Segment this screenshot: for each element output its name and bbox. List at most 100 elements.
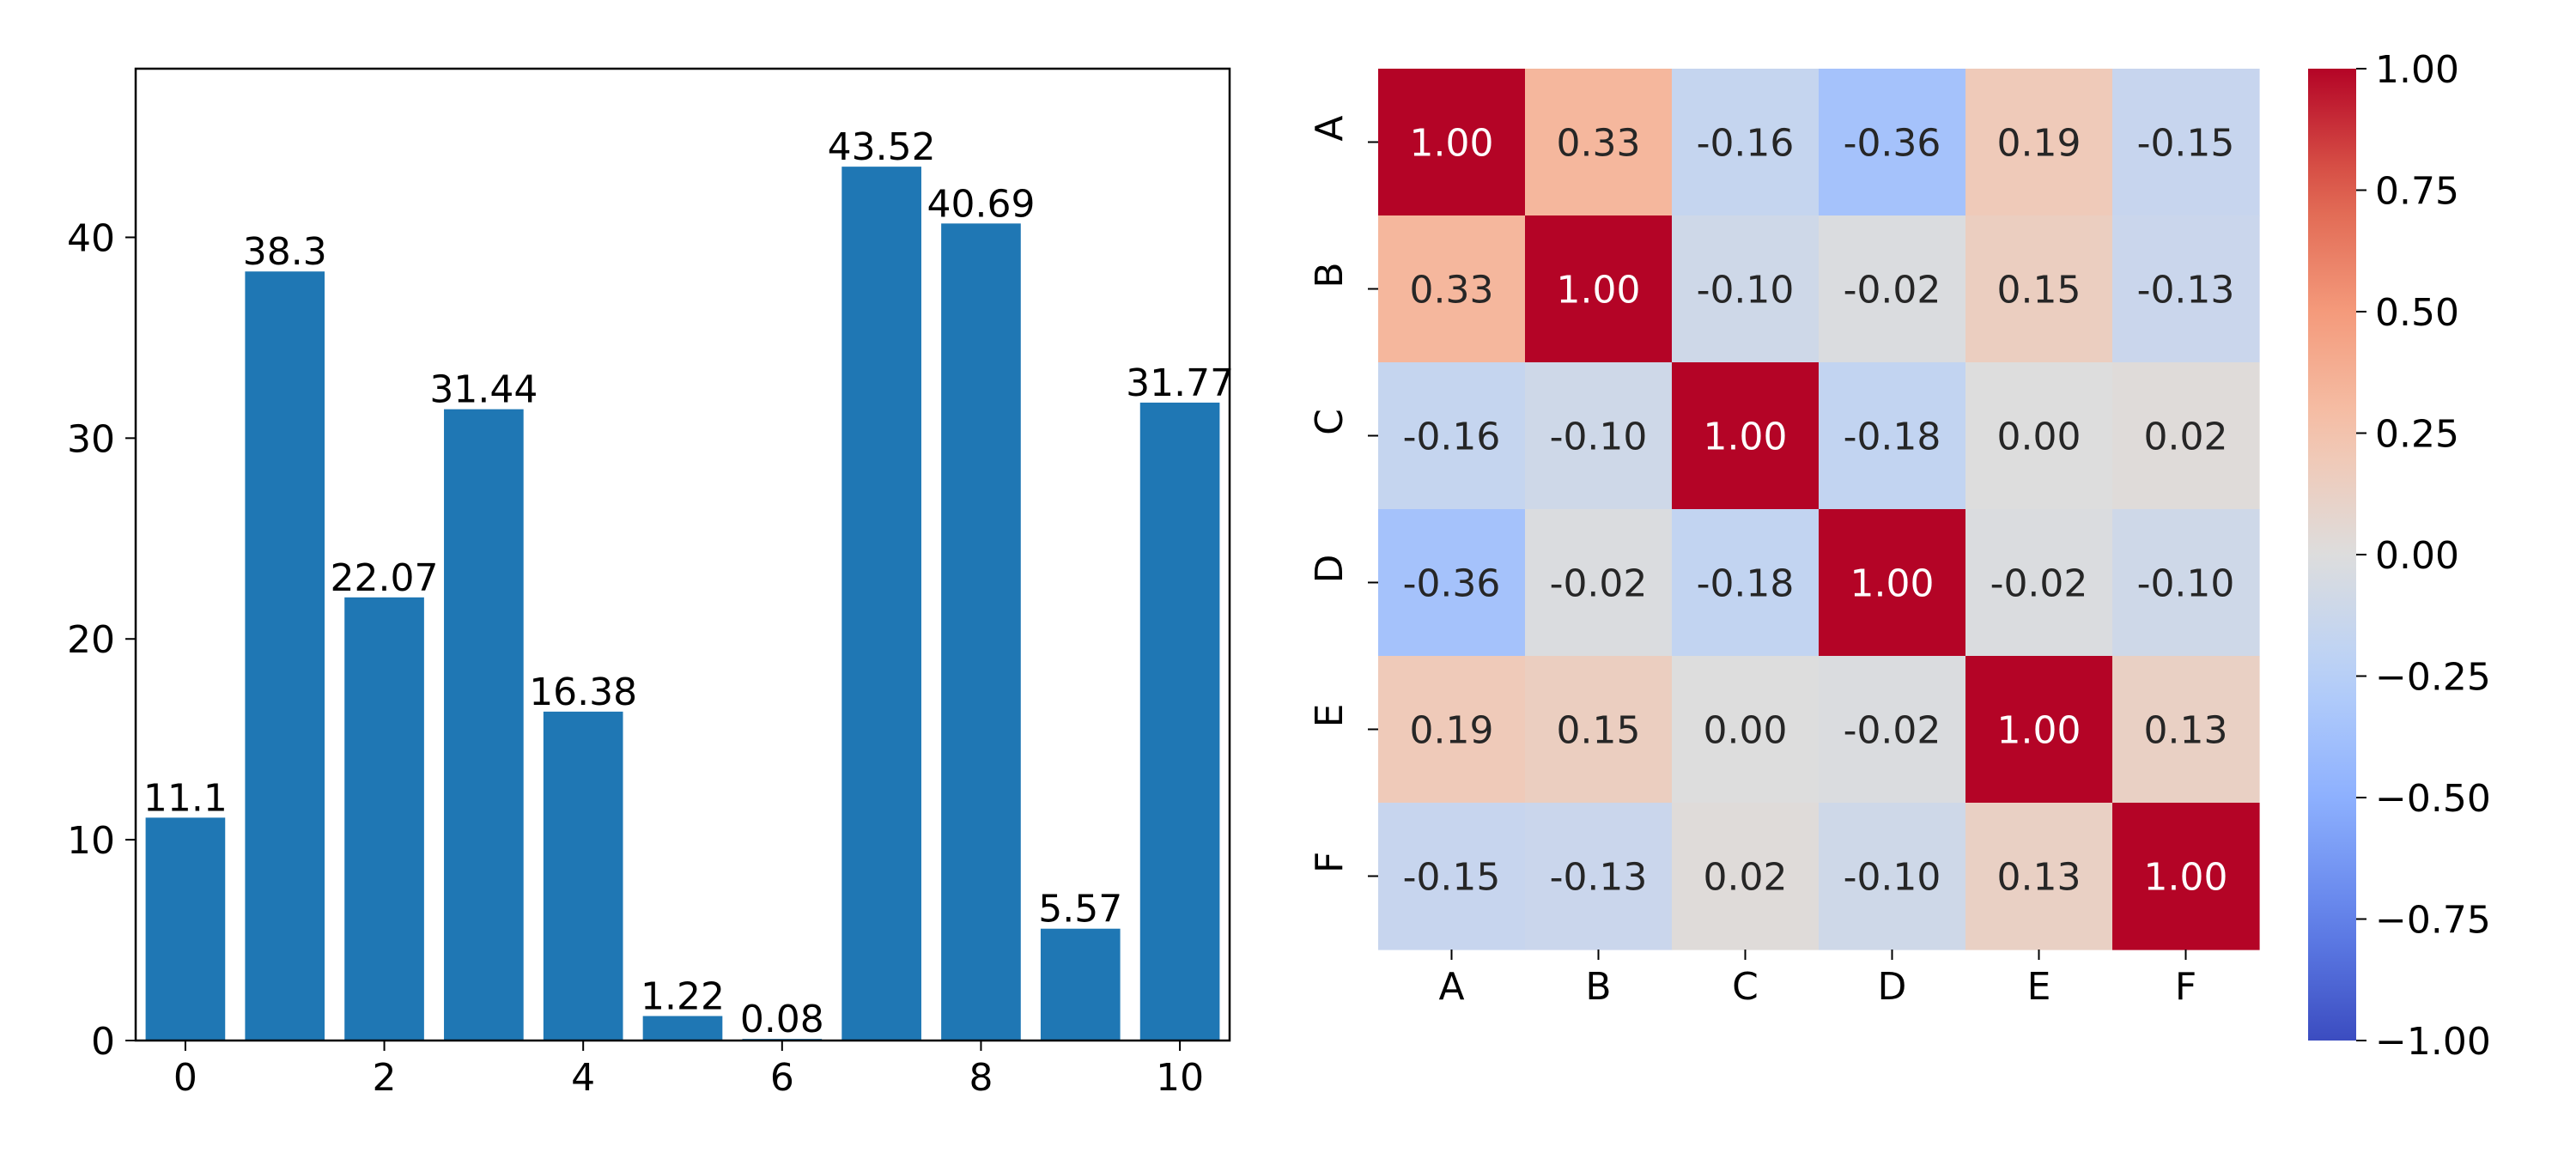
plot-frame	[134, 67, 1231, 1042]
correlation-heatmap: 1.00 0.33 -0.16 -0.36 0.19 -0.15 0.33 1.00 -0.10…	[1308, 69, 2260, 1009]
colorbar-tick-label: −0.50	[2375, 777, 2491, 821]
heatmap-cell	[2112, 509, 2260, 657]
heatmap-cell	[1819, 215, 1966, 363]
heatmap-row-label: F	[1308, 852, 1352, 873]
heatmap-cell-label: -0.10	[1844, 856, 1941, 900]
heatmap-cell-label: -0.15	[1403, 856, 1501, 900]
heatmap-cell	[1378, 656, 1526, 804]
colorbar-tick-label: 0.75	[2375, 170, 2459, 214]
bar	[941, 223, 1021, 1041]
colorbar-tick-label: 1.00	[2375, 48, 2459, 92]
bar	[245, 271, 325, 1041]
y-tick-label: 40	[67, 216, 115, 260]
heatmap-cell	[1378, 69, 1526, 216]
x-tick-label: 2	[373, 1056, 397, 1100]
heatmap-cell	[2112, 215, 2260, 363]
bar	[1139, 402, 1220, 1041]
heatmap-cell	[1378, 215, 1526, 363]
bar-value-label: 31.77	[1126, 361, 1234, 405]
heatmap-cell	[1965, 803, 2113, 950]
heatmap-cell	[1525, 69, 1673, 216]
heatmap-cell-label: 0.00	[1704, 709, 1788, 753]
bar-value-label: 40.69	[927, 182, 1035, 226]
colorbar-tick-label: 0.25	[2375, 413, 2459, 457]
heatmap-cell-label: 1.00	[1704, 416, 1788, 459]
bar	[1040, 928, 1121, 1041]
heatmap-cell-label: 0.13	[1997, 856, 2081, 900]
y-tick-label: 30	[67, 417, 115, 461]
heatmap-cell-label: -0.36	[1403, 562, 1501, 606]
heatmap-cell	[1819, 69, 1966, 216]
heatmap-cell	[1672, 656, 1820, 804]
heatmap-cell-label: -0.13	[2137, 269, 2235, 313]
heatmap-cell-label: -0.15	[2137, 122, 2235, 166]
heatmap-cell-label: -0.10	[1697, 269, 1795, 313]
heatmap-cell-label: 1.00	[2144, 856, 2228, 900]
heatmap-cell	[1378, 803, 1526, 950]
heatmap-cell-label: 0.13	[2144, 709, 2228, 753]
heatmap-cell	[1965, 215, 2113, 363]
bar-value-label: 0.08	[740, 998, 824, 1041]
heatmap-cell	[1965, 69, 2113, 216]
heatmap-cell-label: -0.02	[1550, 562, 1648, 606]
bar	[642, 1016, 723, 1041]
heatmap-cell-label: 1.00	[1557, 269, 1641, 313]
heatmap-row-label: D	[1308, 555, 1352, 584]
bar-value-label: 5.57	[1038, 888, 1122, 931]
heatmap-col-label: C	[1732, 965, 1759, 1009]
heatmap-cell	[2112, 656, 2260, 804]
bar-chart: 11.1 38.3 22.07 31.44 16.38 1.22 0.08 43.52 40.6…	[67, 67, 1234, 1100]
x-tick-label: 10	[1156, 1056, 1204, 1100]
x-tick-label: 4	[571, 1056, 595, 1100]
heatmap-cell	[1819, 803, 1966, 950]
heatmap-row-label: B	[1308, 262, 1352, 288]
heatmap-cell	[1672, 803, 1820, 950]
colorbar-gradient	[2308, 69, 2356, 1041]
heatmap-cell-label: 0.19	[1410, 709, 1494, 753]
heatmap-cell	[2112, 803, 2260, 950]
heatmap-cell	[1819, 656, 1966, 804]
bar-value-label: 16.38	[529, 671, 637, 714]
colorbar-tick-label: −0.25	[2375, 656, 2491, 700]
heatmap-cell-label: -0.36	[1844, 122, 1941, 166]
colorbar: 1.00 0.75 0.50 0.25 0.00 −0.25 −0.50 −0.75 −1.00	[2308, 48, 2491, 1064]
heatmap-cell	[2112, 362, 2260, 510]
colorbar-tick-label: 0.00	[2375, 534, 2459, 578]
x-tick-label: 8	[969, 1056, 993, 1100]
y-tick-label: 10	[67, 819, 115, 863]
heatmap-cell	[1672, 215, 1820, 363]
bar	[543, 711, 623, 1041]
heatmap-cell-label: 1.00	[1850, 562, 1935, 606]
heatmap-cell-label: 0.00	[1997, 416, 2081, 459]
heatmap-cell-label: -0.16	[1403, 416, 1501, 459]
y-tick-label: 20	[67, 618, 115, 662]
heatmap-cell-label: -0.18	[1697, 562, 1795, 606]
heatmap-cell	[1965, 362, 2113, 510]
heatmap-row-label: C	[1308, 409, 1352, 435]
heatmap-cell	[1819, 509, 1966, 657]
heatmap-cell	[1672, 509, 1820, 657]
heatmap-cell	[1378, 509, 1526, 657]
y-tick-label: 0	[91, 1020, 115, 1064]
heatmap-cell-label: -0.18	[1844, 416, 1941, 459]
heatmap-cell	[1525, 803, 1673, 950]
heatmap-cell	[1525, 215, 1673, 363]
bar-value-label: 38.3	[243, 230, 327, 274]
heatmap-cell-label: -0.13	[1550, 856, 1648, 900]
bar-value-label: 22.07	[331, 556, 439, 600]
heatmap-cell-label: -0.02	[1990, 562, 2088, 606]
bar	[344, 597, 424, 1041]
heatmap-cell	[1672, 362, 1820, 510]
heatmap-col-label: E	[2027, 965, 2051, 1009]
bar	[841, 167, 921, 1041]
heatmap-cell-label: 1.00	[1997, 709, 2081, 753]
heatmap-cell-label: 0.02	[2144, 416, 2228, 459]
heatmap-cell	[1525, 362, 1673, 510]
colorbar-tick-label: 0.50	[2375, 291, 2459, 335]
bar-value-label: 1.22	[641, 974, 725, 1018]
bar-value-label: 31.44	[429, 368, 538, 412]
heatmap-row-label: A	[1308, 115, 1352, 141]
heatmap-cell	[1525, 509, 1673, 657]
heatmap-cell	[1965, 656, 2113, 804]
